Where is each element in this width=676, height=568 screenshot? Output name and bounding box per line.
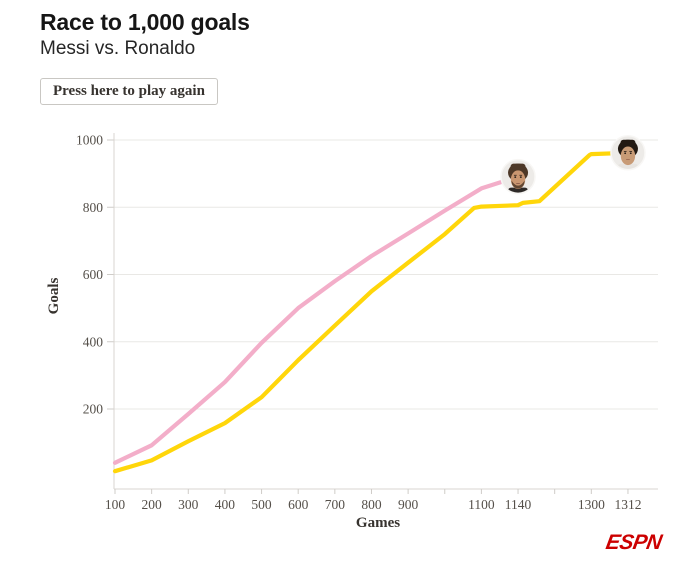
play-again-button[interactable]: Press here to play again xyxy=(40,78,218,105)
x-tick-label: 700 xyxy=(325,497,346,512)
x-tick-label: 200 xyxy=(142,497,163,512)
avatar-circle xyxy=(610,135,646,171)
messi-line xyxy=(112,174,521,465)
avatar-eye-left xyxy=(514,176,517,179)
x-tick-label: 600 xyxy=(288,497,309,512)
ronaldo-avatar xyxy=(610,135,646,171)
avatar-eye-right xyxy=(629,152,632,155)
page-title: Race to 1,000 goals xyxy=(40,9,250,35)
x-tick-label: 400 xyxy=(215,497,236,512)
y-tick-label: 600 xyxy=(83,267,104,282)
avatar-fringe xyxy=(510,163,526,171)
x-tick-label: 1312 xyxy=(614,497,641,512)
x-tick-label: 900 xyxy=(398,497,419,512)
avatar-shoulders xyxy=(508,187,529,193)
x-tick-label: 100 xyxy=(105,497,126,512)
avatar-beard xyxy=(511,180,525,189)
avatar-mouth xyxy=(516,182,520,184)
avatar-eye-left xyxy=(624,152,627,155)
x-tick-label: 1100 xyxy=(468,497,495,512)
x-tick-label: 500 xyxy=(251,497,272,512)
avatar-hair xyxy=(508,163,529,182)
avatar-face xyxy=(617,139,638,169)
avatar-brow-left xyxy=(513,174,517,176)
x-axis-title: Games xyxy=(356,515,400,531)
avatar-fringe xyxy=(620,139,636,147)
ronaldo-line xyxy=(112,150,631,474)
avatar-brow-left xyxy=(623,150,627,152)
x-tick-label: 1140 xyxy=(505,497,532,512)
y-tick-label: 1000 xyxy=(76,133,103,148)
y-tick-label: 400 xyxy=(83,334,104,349)
x-tick-label: 300 xyxy=(178,497,199,512)
y-axis-title: Goals xyxy=(46,278,62,315)
avatar-face xyxy=(508,163,529,193)
avatar-shoulders xyxy=(617,163,638,169)
espn-logo: ESPN xyxy=(603,531,664,554)
avatar-brow-right xyxy=(629,150,633,152)
avatar-circle xyxy=(500,158,536,195)
x-tick-label: 1300 xyxy=(578,497,605,512)
y-tick-label: 200 xyxy=(83,402,104,417)
y-tick-label: 800 xyxy=(83,200,104,215)
avatar-skin xyxy=(510,170,526,189)
messi-avatar xyxy=(500,158,536,195)
avatar-brow-right xyxy=(519,174,523,176)
avatar-eye-right xyxy=(519,176,522,179)
avatar-hair xyxy=(617,139,638,158)
avatar-skin xyxy=(620,146,636,166)
x-tick-label: 800 xyxy=(361,497,382,512)
page-subtitle: Messi vs. Ronaldo xyxy=(40,38,196,59)
avatar-mouth xyxy=(626,159,630,160)
